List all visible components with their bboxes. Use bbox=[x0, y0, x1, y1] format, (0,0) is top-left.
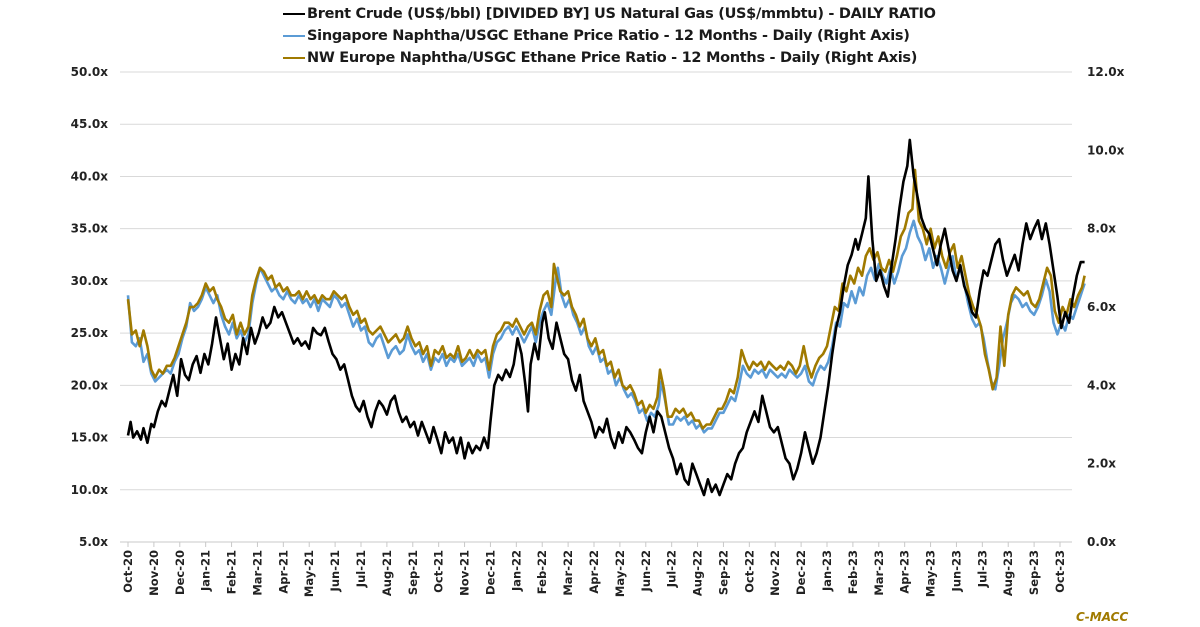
x-axis-tick-label: Aug-22 bbox=[691, 550, 705, 596]
x-axis-tick-label: Sep-23 bbox=[1027, 550, 1041, 595]
left-axis-tick-label: 40.0x bbox=[71, 169, 109, 183]
x-axis-tick-label: Aug-21 bbox=[380, 550, 394, 596]
x-axis: Oct-20 Nov-20 Dec-20 Jan-21 Feb-21 Mar-21 Apr-… bbox=[121, 542, 1067, 597]
right-axis-tick-label: 12.0x bbox=[1087, 65, 1125, 79]
x-axis-tick-label: Oct-21 bbox=[432, 550, 446, 593]
x-axis-tick-label: Oct-23 bbox=[1053, 550, 1067, 593]
series-line-nw-europe-naphtha-ethane bbox=[126, 168, 1086, 430]
legend-label: NW Europe Naphtha/USGC Ethane Price Rati… bbox=[307, 50, 918, 66]
legend-item-nw-europe-naphtha-ethane: NW Europe Naphtha/USGC Ethane Price Rati… bbox=[283, 47, 936, 69]
x-axis-tick-label: Jan-22 bbox=[509, 550, 523, 592]
x-axis-tick-label: Jul-23 bbox=[975, 550, 989, 588]
x-axis-tick-label: Dec-20 bbox=[173, 550, 187, 595]
x-axis-tick-label: Apr-21 bbox=[276, 550, 290, 594]
right-axis-tick-label: 2.0x bbox=[1087, 457, 1116, 471]
left-axis-tick-label: 20.0x bbox=[71, 378, 109, 392]
right-y-axis: 0.0x 2.0x 4.0x 6.0x 8.0x 10.0x 12.0x bbox=[1087, 65, 1125, 549]
left-axis-tick-label: 5.0x bbox=[79, 535, 108, 549]
left-axis-tick-label: 15.0x bbox=[71, 431, 109, 445]
x-axis-tick-label: Jul-21 bbox=[354, 550, 368, 588]
x-axis-tick-label: Aug-23 bbox=[1001, 550, 1015, 596]
legend-label: Brent Crude (US$/bbl) [DIVIDED BY] US Na… bbox=[307, 6, 936, 22]
x-axis-tick-label: Dec-22 bbox=[794, 550, 808, 595]
x-axis-tick-label: Dec-21 bbox=[483, 550, 497, 595]
x-axis-tick-label: Feb-22 bbox=[535, 550, 549, 594]
left-axis-tick-label: 25.0x bbox=[71, 326, 109, 340]
chart-legend: Brent Crude (US$/bbl) [DIVIDED BY] US Na… bbox=[283, 3, 936, 69]
legend-item-singapore-naphtha-ethane: Singapore Naphtha/USGC Ethane Price Rati… bbox=[283, 25, 936, 47]
series-lines bbox=[126, 138, 1086, 497]
x-axis-tick-label: May-23 bbox=[924, 550, 938, 597]
x-axis-tick-label: Sep-22 bbox=[716, 550, 730, 595]
x-axis-tick-label: Mar-23 bbox=[872, 550, 886, 596]
x-axis-tick-label: Jan-21 bbox=[199, 550, 213, 592]
gridlines bbox=[120, 71, 1072, 543]
x-axis-tick-label: Nov-20 bbox=[147, 550, 161, 596]
x-axis-tick-label: Jun-22 bbox=[639, 550, 653, 592]
legend-item-brent-ratio: Brent Crude (US$/bbl) [DIVIDED BY] US Na… bbox=[283, 3, 936, 25]
x-axis-tick-label: May-22 bbox=[613, 550, 627, 597]
x-axis-tick-label: Mar-22 bbox=[561, 550, 575, 596]
right-axis-tick-label: 0.0x bbox=[1087, 535, 1116, 549]
x-axis-tick-label: Jun-23 bbox=[949, 550, 963, 592]
right-axis-tick-label: 6.0x bbox=[1087, 300, 1116, 314]
right-axis-tick-label: 8.0x bbox=[1087, 222, 1116, 236]
x-axis-tick-label: Jul-22 bbox=[665, 550, 679, 588]
series-line-brent-natgas-ratio bbox=[126, 138, 1085, 497]
x-axis-tick-label: Mar-21 bbox=[250, 550, 264, 596]
left-axis-tick-label: 30.0x bbox=[71, 274, 109, 288]
x-axis-tick-label: Apr-22 bbox=[587, 550, 601, 594]
x-axis-tick-label: Nov-22 bbox=[768, 550, 782, 596]
x-axis-tick-label: May-21 bbox=[302, 550, 316, 597]
x-axis-tick-label: Oct-20 bbox=[121, 550, 135, 593]
left-axis-tick-label: 10.0x bbox=[71, 483, 109, 497]
x-axis-tick-label: Feb-23 bbox=[846, 550, 860, 594]
x-axis-tick-label: Sep-21 bbox=[406, 550, 420, 595]
legend-label: Singapore Naphtha/USGC Ethane Price Rati… bbox=[307, 28, 910, 44]
x-axis-tick-label: Jan-23 bbox=[820, 550, 834, 592]
x-axis-tick-label: Jun-21 bbox=[328, 550, 342, 592]
right-axis-tick-label: 10.0x bbox=[1087, 143, 1125, 157]
left-axis-tick-label: 45.0x bbox=[71, 117, 109, 131]
left-y-axis: 5.0x 10.0x 15.0x 20.0x 25.0x 30.0x 35.0x 40.0x 4… bbox=[71, 65, 109, 549]
x-axis-tick-label: Nov-21 bbox=[458, 550, 472, 596]
left-axis-tick-label: 50.0x bbox=[71, 65, 109, 79]
legend-swatch-blue bbox=[283, 34, 305, 38]
x-axis-tick-label: Oct-22 bbox=[742, 550, 756, 593]
left-axis-tick-label: 35.0x bbox=[71, 222, 109, 236]
x-axis-tick-label: Feb-21 bbox=[225, 550, 239, 594]
x-axis-tick-label: Apr-23 bbox=[898, 550, 912, 594]
cmacc-watermark: C-MACC bbox=[1076, 610, 1129, 624]
right-axis-tick-label: 4.0x bbox=[1087, 378, 1116, 392]
legend-swatch-black bbox=[283, 12, 305, 16]
legend-swatch-gold bbox=[283, 56, 305, 60]
